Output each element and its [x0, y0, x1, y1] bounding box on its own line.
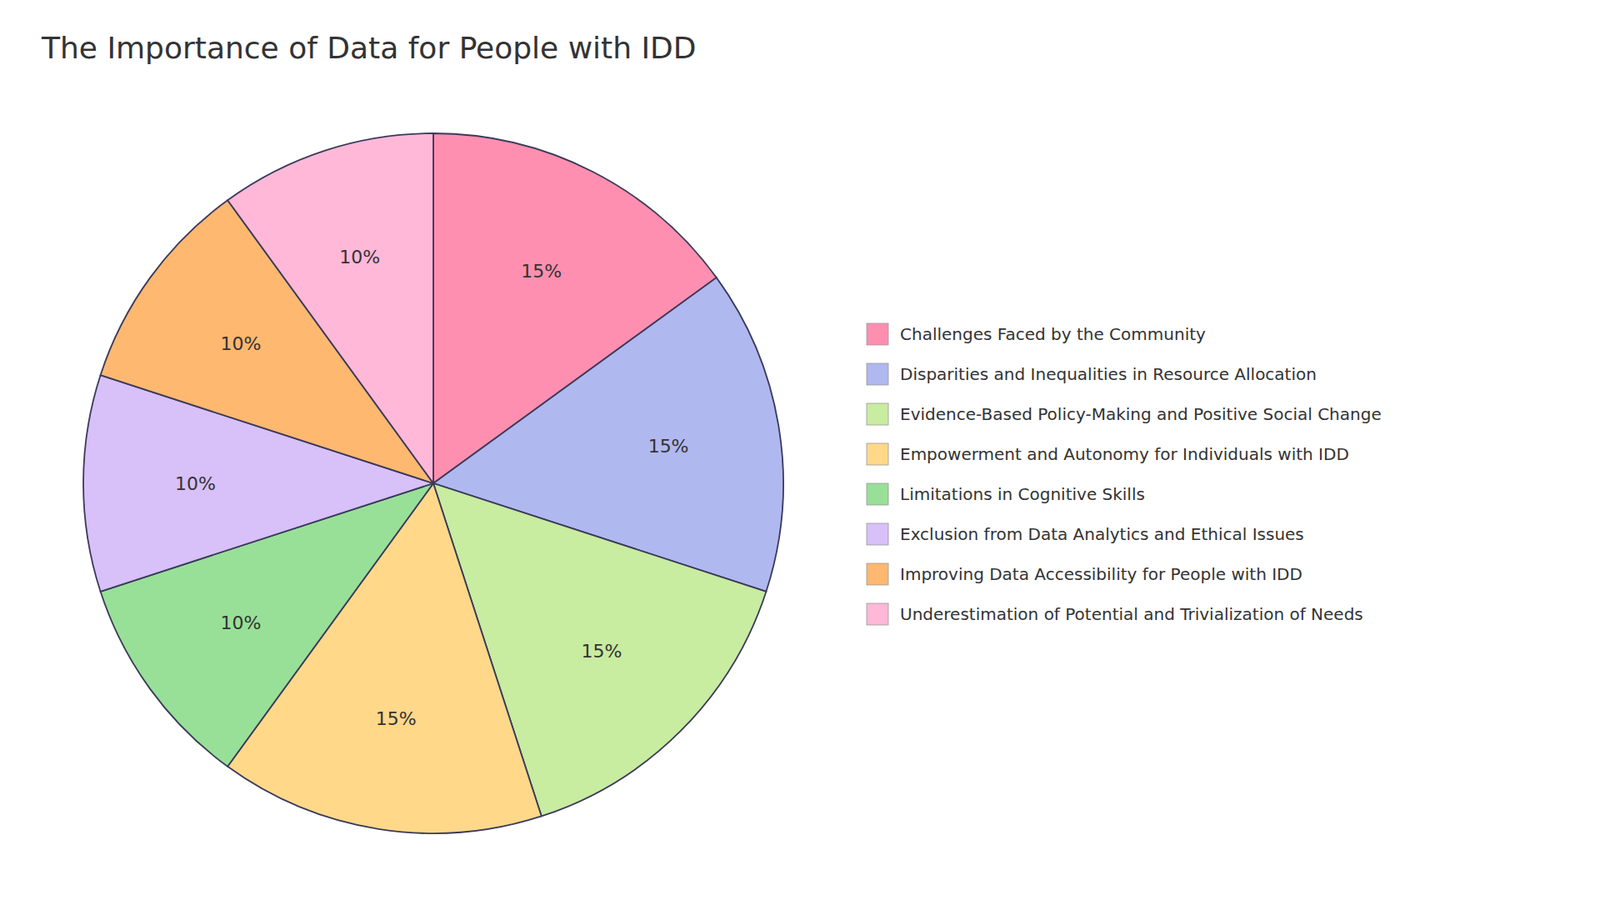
legend-swatch: [866, 363, 889, 385]
legend-swatch: [866, 603, 889, 625]
data-label: 15%: [580, 640, 622, 662]
legend: Challenges Faced by the Community Dispari…: [866, 323, 1382, 625]
legend-swatch: [866, 523, 889, 545]
legend-swatch: [866, 323, 889, 345]
legend-label: Evidence-Based Policy-Making and Positiv…: [900, 404, 1382, 425]
legend-swatch: [866, 403, 889, 425]
data-label: 10%: [175, 473, 216, 495]
legend-label: Improving Data Accessibility for People …: [900, 564, 1303, 585]
legend-label: Limitations in Cognitive Skills: [900, 484, 1145, 505]
legend-label: Exclusion from Data Analytics and Ethica…: [900, 524, 1305, 545]
legend-swatch: [866, 483, 889, 505]
legend-swatch: [866, 563, 889, 585]
legend-label: Challenges Faced by the Community: [900, 324, 1206, 345]
data-label: 15%: [375, 708, 417, 730]
legend-swatch: [866, 443, 889, 465]
legend-label: Empowerment and Autonomy for Individuals…: [900, 444, 1350, 465]
legend-item: Disparities and Inequalities in Resource…: [866, 363, 1317, 385]
data-label: 15%: [520, 260, 562, 282]
data-label: 10%: [339, 246, 380, 268]
chart: The Importance of Data for People with I…: [0, 0, 1600, 900]
legend-label: Disparities and Inequalities in Resource…: [900, 364, 1317, 385]
data-label: 10%: [220, 612, 261, 634]
legend-label: Underestimation of Potential and Trivial…: [900, 604, 1364, 625]
data-label: 15%: [648, 435, 690, 457]
legend-item: Exclusion from Data Analytics and Ethica…: [866, 523, 1305, 545]
slice: [227, 133, 434, 484]
data-label: 10%: [220, 333, 261, 355]
legend-item: Evidence-Based Policy-Making and Positiv…: [866, 403, 1382, 425]
legend-item: Limitations in Cognitive Skills: [866, 483, 1145, 505]
legend-item: Improving Data Accessibility for People …: [866, 563, 1303, 585]
pie: [83, 133, 784, 834]
data-labels: 15% 15% 15% 15% 10% 10% 10% 10%: [175, 246, 690, 730]
title: The Importance of Data for People with I…: [40, 30, 697, 65]
legend-item: Empowerment and Autonomy for Individuals…: [866, 443, 1350, 465]
legend-item: Challenges Faced by the Community: [866, 323, 1206, 345]
legend-item: Underestimation of Potential and Trivial…: [866, 603, 1364, 625]
